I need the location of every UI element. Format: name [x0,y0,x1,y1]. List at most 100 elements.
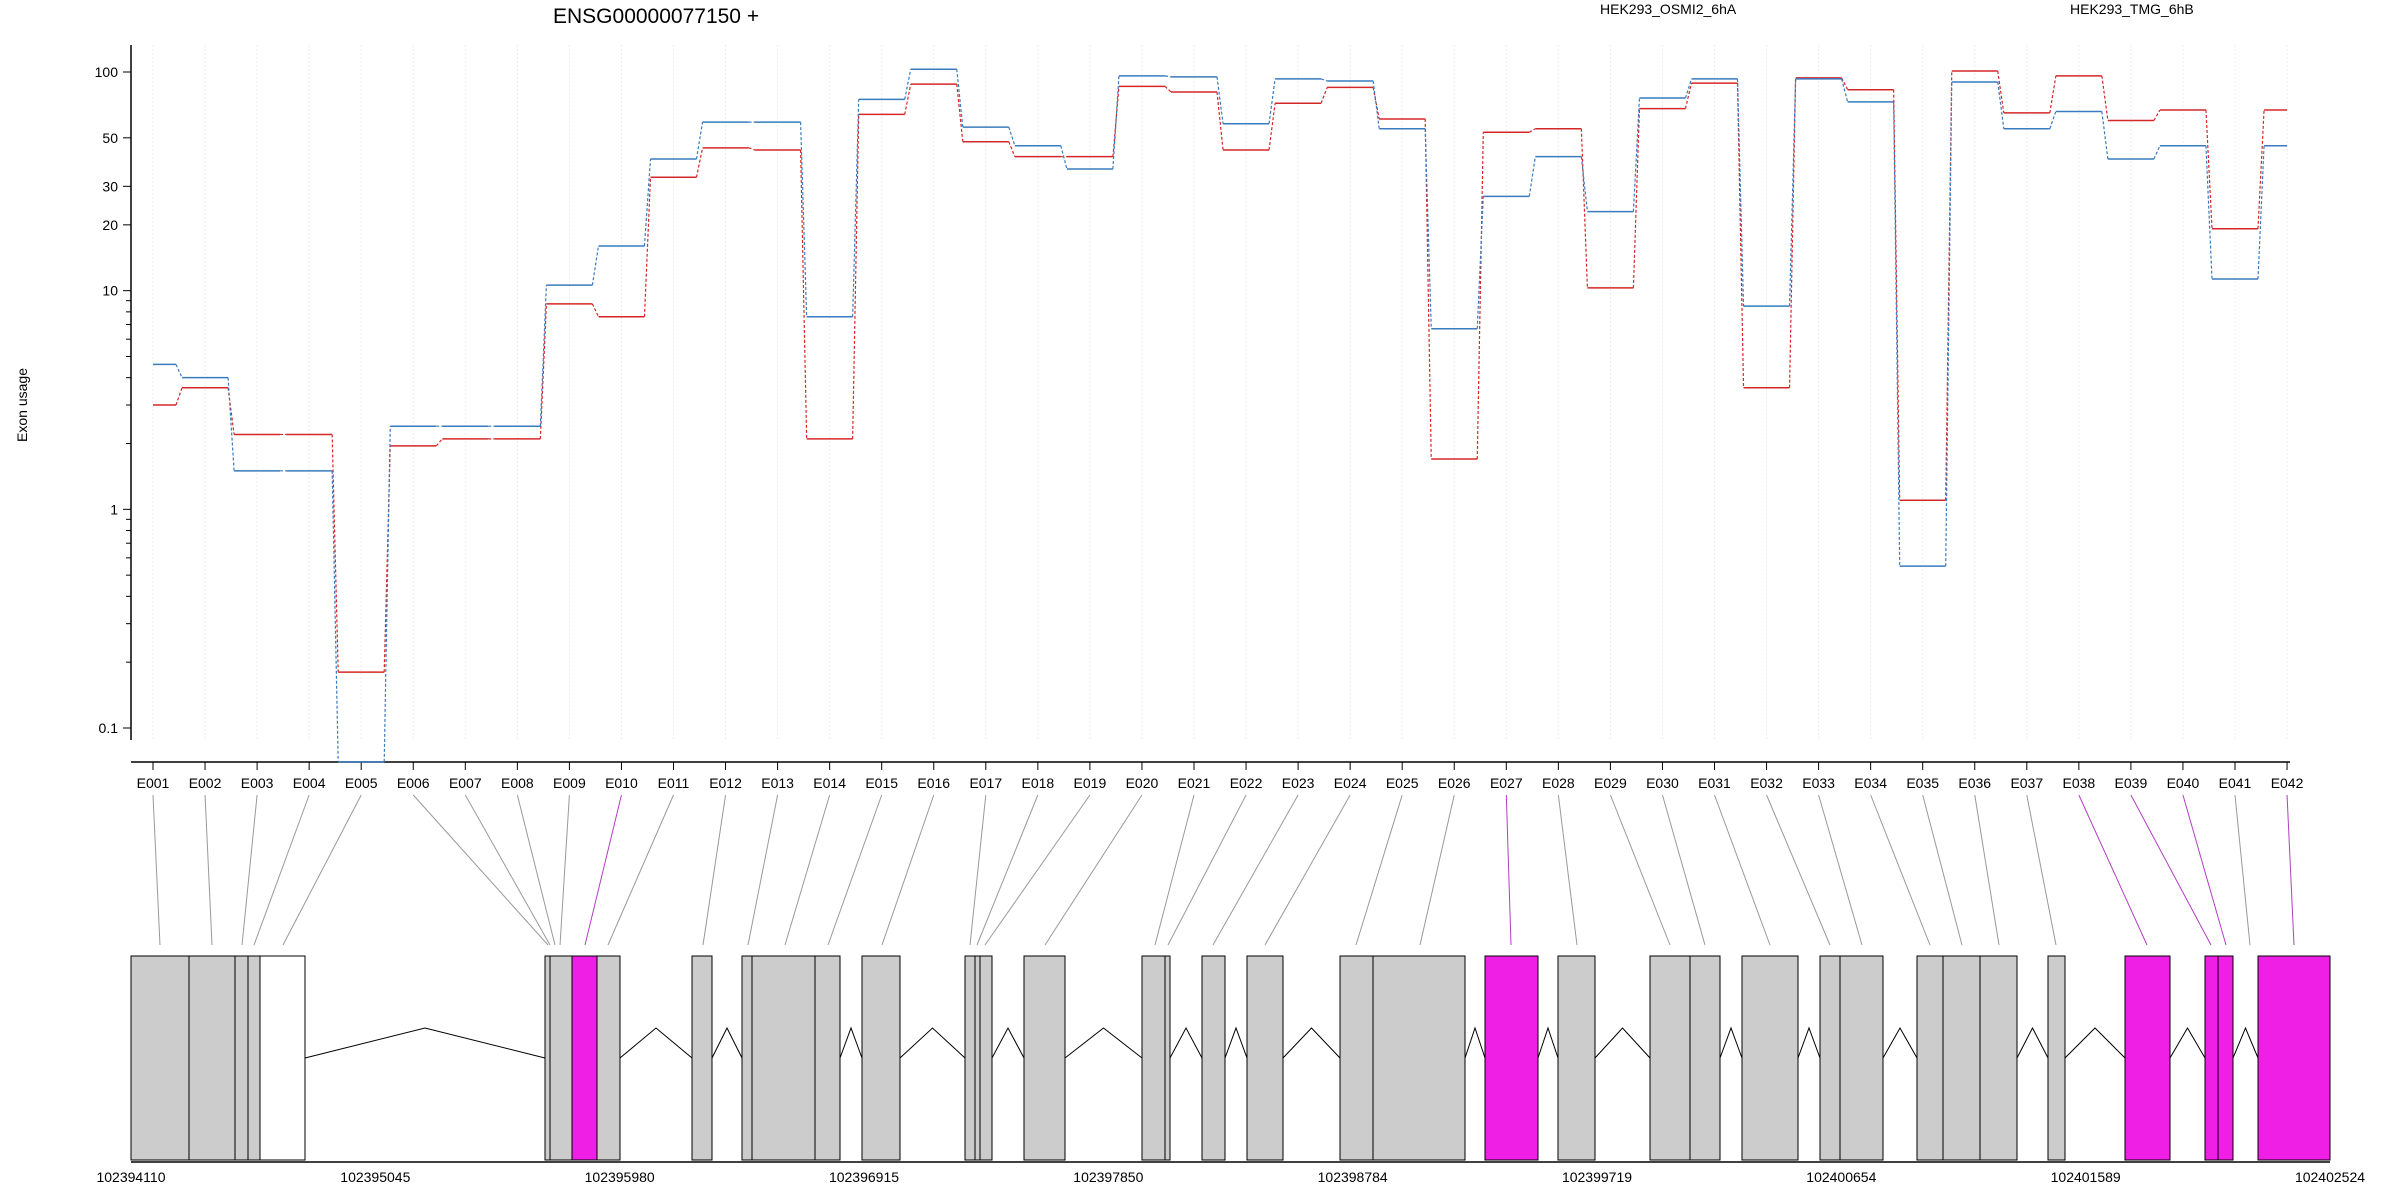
exon-connector [2182,794,2227,946]
series-join [591,245,600,286]
x-axis: E001 E002 E003 E004 E005 E006 E007 E008 E009 E010… [131,761,2304,791]
exon-connector [984,794,1091,946]
exon-connector [1264,794,1351,946]
exon-box [544,955,551,1161]
series-join [904,69,912,100]
x-tick-label: E003 [241,775,274,791]
genomic-coordinate-label: 102401589 [2051,1169,2121,1185]
exon-connector [1557,794,1578,946]
series-join [2257,110,2265,229]
y-tick-label: 100 [95,64,119,80]
exon-connector [1766,794,1831,946]
x-tick-label: E012 [709,775,742,791]
series-join [1268,103,1276,151]
x-tick-label: E018 [1021,775,1054,791]
genomic-coordinate-label: 102398784 [1318,1169,1388,1185]
x-tick-label: E006 [397,775,430,791]
intron-line [2232,1026,2259,1059]
intron-line [899,1027,966,1059]
x-tick-label: E025 [1386,775,1419,791]
x-tick-label: E030 [1646,775,1679,791]
x-tick-label: E035 [1906,775,1939,791]
x-tick-label: E024 [1334,775,1367,791]
series-join [956,69,964,128]
series-join [1841,77,1849,90]
exon-connector [702,794,727,946]
series-join [1476,132,1484,459]
x-tick-label: E011 [658,775,690,791]
legend-entry-tmg: HEK293_TMG_6hB [2070,1,2194,17]
exon-box [974,955,981,1161]
exon-box [1979,955,2018,1161]
series-join [1945,81,1953,567]
series-join [175,364,183,378]
intron-line [839,1026,863,1059]
series-join [383,445,391,673]
exon-box [247,955,261,1161]
series-join [695,147,704,178]
series-join [1580,128,1588,288]
x-tick-label: E029 [1594,775,1627,791]
genomic-coordinate-label: 102395045 [340,1169,410,1185]
exon-box [1201,955,1226,1161]
exon-box [2047,955,2066,1161]
exon-box [691,955,713,1161]
exon-box [1339,955,1374,1161]
series-join [1528,156,1536,197]
exon-connector [827,794,883,946]
series-join [1476,196,1484,329]
series-join [175,387,183,406]
series-join [2257,145,2265,280]
x-tick-label: E001 [137,775,170,791]
exon-box [1839,955,1884,1161]
x-tick-label: E014 [813,775,846,791]
exon-box [1942,955,1981,1161]
exon-connector [2286,794,2295,946]
series-join [1736,78,1745,307]
exon-box [234,955,249,1161]
exon-box [741,955,753,1161]
y-tick-label: 30 [102,178,118,194]
exon-box [1141,955,1166,1161]
intron-line [1169,1026,1203,1059]
series-join [2153,109,2161,121]
exon-connector [2026,794,2057,946]
exon-connector [412,794,549,946]
genomic-coordinate-label: 102394110 [96,1169,165,1185]
series-join [1268,78,1276,124]
x-tick-label: E037 [2010,775,2043,791]
series-join [1632,108,1641,288]
series-join [2101,75,2109,121]
series-join [800,122,808,317]
series-join [1320,78,1328,82]
intron-line [991,1026,1025,1059]
x-tick-label: E039 [2115,775,2148,791]
exon-connector [1922,794,1963,946]
exon-connector [1505,794,1512,946]
intron-line [1537,1026,1559,1059]
intron-line [1224,1026,1248,1059]
exon-connector [1661,794,1706,946]
series-join [539,303,547,439]
genomic-coordinate-label: 102397850 [1073,1169,1143,1185]
genomic-coordinate-label: 102399719 [1562,1169,1632,1185]
series-join [1788,78,1797,307]
series-join [1528,128,1536,133]
intron-line [2064,1027,2126,1059]
series-join [227,377,235,471]
exon-box [130,955,190,1161]
exon-box [1164,955,1171,1161]
intron-line [2169,1027,2206,1059]
series-join [1997,70,2005,113]
exon-box [814,955,841,1161]
intron-line [1594,1027,1651,1059]
x-tick-label: E027 [1490,775,1523,791]
exon-connector [1044,794,1143,946]
exon-box [1649,955,1691,1161]
exon-connector [204,794,213,946]
x-tick-label: E020 [1126,775,1159,791]
series-join [383,426,391,762]
intron-line [1797,1026,1821,1059]
series-join [1684,78,1693,99]
y-tick-label: 50 [102,130,118,146]
